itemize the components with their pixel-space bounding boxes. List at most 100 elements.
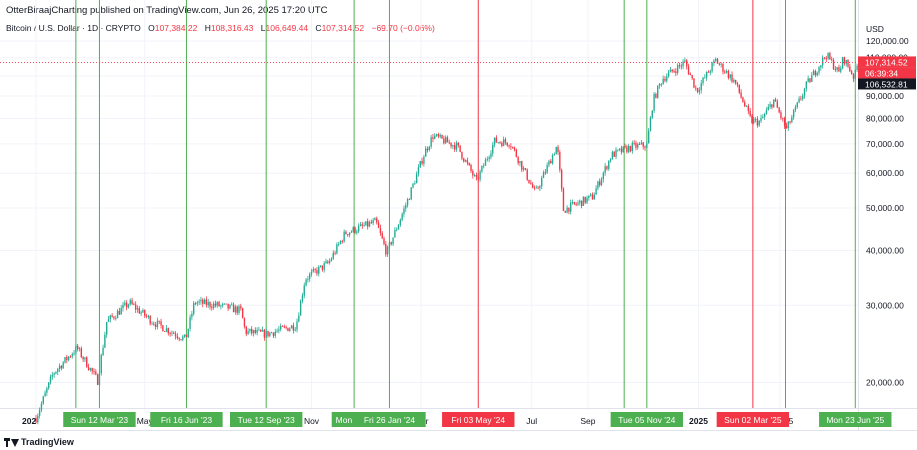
candle-body [673,71,675,73]
candle-body [512,147,514,148]
candle-body [448,142,450,144]
candle-body [504,139,507,143]
candle-body [67,356,70,360]
candle-body [760,117,762,121]
candle-body [348,232,351,236]
candle-body [332,252,334,259]
y-tick-label: 20,000.00 [866,378,904,388]
candle-body [584,196,586,203]
publisher-header: OtterBiraajCharting published on Trading… [6,5,328,16]
candle-body [272,332,275,336]
candle-body [298,315,300,322]
candle-body [550,160,552,164]
candle-body [470,165,472,172]
candle-body [198,301,200,303]
candle-body [544,172,547,174]
candle-body [435,134,438,136]
event-date-label: Sun 02 Mar '25 [724,415,782,425]
candle-body [261,329,264,332]
candle-body [209,302,211,307]
candle-body [240,306,242,309]
candle-body [466,160,469,163]
candle-body [734,79,737,84]
candle-body [294,329,296,331]
candle-body [276,330,278,332]
candle-body [327,261,329,263]
candle-body [570,202,572,212]
candle-body [238,306,240,313]
candle-body [269,332,271,337]
candle-body [379,227,382,233]
candle-body [704,77,706,79]
candle-body [158,320,160,322]
candle-body [357,225,360,232]
symbol-name[interactable]: Bitcoin / U.S. Dollar · 1D · CRYPTO [6,23,141,33]
candle-body [809,78,811,82]
candle-body [758,120,760,126]
candle-body [339,240,342,244]
candle-body [662,78,664,84]
candle-body [531,184,534,188]
candle-body [582,196,585,206]
candle-body [492,144,494,154]
open-label: O [148,23,155,33]
candle-body [426,148,429,151]
candle-body [368,222,371,227]
x-tick-label: Sep [580,416,595,426]
candle-body [823,57,826,59]
candle-body [829,53,831,60]
y-tick-label: 40,000.00 [866,245,904,255]
candle-body [301,295,304,301]
candle-body [831,59,833,61]
candle-body [798,98,800,103]
candle-body [305,279,307,286]
y-tick-label: 50,000.00 [866,203,904,213]
candle-body [568,207,570,212]
candle-body [624,146,626,148]
candle-body [321,265,324,270]
candle-body [299,300,302,316]
currency-label[interactable]: USD [866,24,884,34]
candle-body [600,179,603,185]
candle-body [495,137,498,143]
candle-body [800,98,802,100]
candle-body [354,227,356,233]
event-date-label: Tue 05 Nov '24 [618,415,675,425]
candle-body [211,306,213,308]
candle-body [37,415,39,423]
candle-body [653,93,655,111]
candle-body [727,71,730,78]
candle-body [194,303,197,305]
candle-body [720,63,722,65]
candle-body [428,146,431,151]
candle-body [450,142,452,147]
candle-body [695,87,697,89]
candle-body [87,367,90,371]
candle-body [247,331,249,335]
event-date-label: Sun 12 Mar '23 [71,415,129,425]
candle-body [608,160,610,169]
candle-body [666,76,668,81]
candle-body [287,327,289,332]
candle-body [256,329,258,333]
event-date-tag [150,412,223,427]
candle-body [187,328,189,338]
candle-body [443,138,445,144]
candle-body [423,156,425,164]
candle-body [586,197,588,203]
candle-body [738,84,740,93]
candle-body [296,321,298,330]
candle-body [535,187,537,189]
candle-body [207,302,209,306]
candle-body [169,333,171,335]
candle-body [145,315,148,317]
candle-body [113,316,115,319]
candle-body [811,75,813,82]
candle-body [352,227,354,232]
candle-body [116,310,119,319]
candle-body [579,200,581,203]
candle-body [396,229,398,231]
candle-body [562,188,565,211]
candle-body [513,147,516,150]
